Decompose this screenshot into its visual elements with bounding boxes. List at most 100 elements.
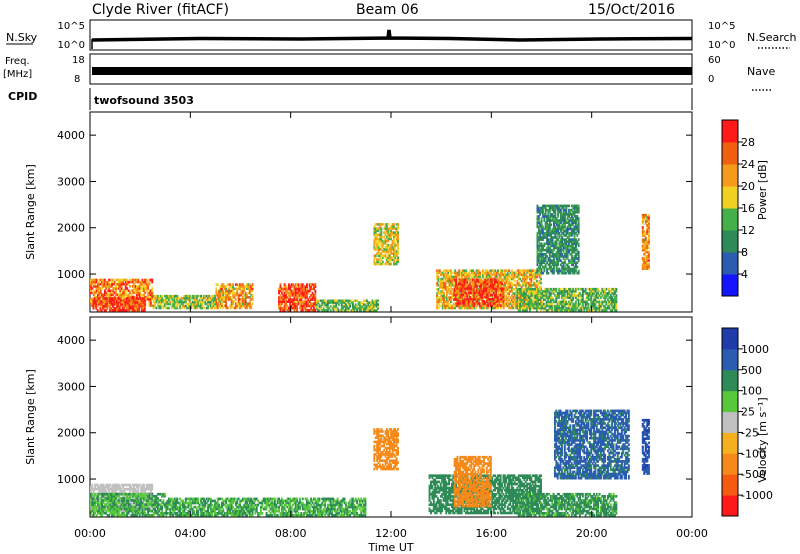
range-time-cell [236, 287, 239, 291]
range-time-cell [390, 246, 393, 249]
range-time-cell [279, 296, 282, 299]
range-time-cell [566, 225, 569, 229]
range-time-cell [576, 306, 579, 310]
range-time-cell [561, 242, 564, 246]
range-time-cell [529, 309, 531, 312]
range-time-cell [562, 298, 565, 301]
range-time-cell [557, 208, 559, 212]
range-time-cell [91, 278, 94, 282]
range-time-cell [279, 289, 282, 293]
range-time-cell [534, 286, 537, 289]
range-time-cell [483, 285, 485, 288]
range-time-cell [544, 225, 547, 229]
range-time-cell [440, 286, 443, 289]
range-time-cell [469, 295, 471, 299]
range-time-cell [570, 240, 573, 243]
range-time-cell [577, 259, 580, 262]
range-time-cell [304, 285, 307, 288]
range-time-cell [207, 300, 209, 304]
range-time-cell [647, 259, 650, 262]
range-time-cell [117, 496, 120, 500]
range-time-cell [530, 271, 533, 275]
range-time-cell [647, 242, 650, 246]
range-time-cell [516, 296, 519, 299]
range-time-cell [460, 297, 463, 301]
range-time-cell [573, 309, 576, 312]
range-time-cell [594, 302, 597, 306]
range-time-cell [436, 306, 439, 310]
range-time-cell [484, 287, 487, 290]
range-time-cell [194, 302, 197, 306]
range-time-cell [328, 307, 331, 310]
range-time-cell [519, 292, 522, 295]
range-time-cell [558, 234, 561, 237]
range-time-cell [243, 298, 246, 301]
range-time-cell [296, 291, 299, 295]
range-time-cell [561, 231, 564, 235]
range-time-cell [489, 293, 492, 297]
range-time-cell [537, 298, 540, 301]
range-time-cell [375, 299, 378, 302]
range-time-cell [561, 294, 563, 297]
range-time-cell [368, 305, 371, 308]
range-time-cell [538, 304, 541, 308]
range-time-cell [175, 294, 177, 298]
range-time-cell [328, 299, 331, 302]
range-time-cell [538, 287, 541, 291]
range-time-cell [570, 257, 573, 260]
range-time-cell [502, 285, 505, 288]
range-time-cell [538, 271, 541, 275]
range-time-cell [472, 271, 475, 275]
range-time-cell [533, 306, 535, 310]
range-time-cell [138, 307, 141, 310]
range-time-cell [101, 485, 103, 489]
range-time-cell [436, 277, 439, 281]
range-time-cell [459, 282, 462, 286]
range-time-cell [559, 290, 562, 293]
range-time-cell [388, 235, 391, 239]
range-time-cell [187, 298, 190, 302]
range-time-cell [544, 253, 547, 256]
range-time-cell [495, 289, 498, 292]
range-time-cell [457, 302, 460, 305]
range-time-cell [579, 306, 581, 310]
range-time-cell [243, 285, 246, 288]
range-time-cell [289, 291, 292, 295]
range-time-cell [546, 236, 548, 239]
range-time-cell [397, 243, 399, 247]
range-time-cell [522, 275, 524, 279]
range-time-cell [311, 302, 314, 306]
range-time-cell [483, 287, 485, 290]
range-time-cell [570, 242, 573, 246]
range-time-cell [384, 233, 387, 237]
range-time-cell [90, 505, 92, 508]
range-time-cell [90, 289, 92, 292]
range-time-cell [387, 246, 390, 249]
range-time-cell [470, 277, 473, 281]
range-time-cell [244, 298, 247, 301]
range-time-cell [215, 304, 218, 308]
freq-label: Freq. [5, 56, 30, 67]
range-time-cell [98, 282, 101, 286]
range-time-cell [555, 253, 558, 256]
range-time-cell [145, 280, 148, 284]
range-time-cell [573, 219, 576, 222]
range-time-cell [250, 287, 253, 291]
range-time-cell [230, 287, 233, 291]
range-time-cell [565, 306, 568, 310]
range-time-cell [540, 257, 543, 260]
range-time-cell [441, 271, 444, 275]
range-time-cell [457, 287, 460, 290]
range-time-cell [131, 289, 134, 292]
range-time-cell [550, 242, 553, 246]
range-time-cell [374, 301, 377, 304]
range-time-cell [143, 303, 146, 306]
range-time-cell [319, 299, 322, 302]
range-time-cell [487, 282, 490, 286]
range-time-cell [195, 296, 198, 300]
range-time-cell [551, 298, 554, 301]
range-time-cell [565, 302, 568, 306]
range-time-cell [522, 287, 524, 291]
range-time-cell [141, 307, 143, 310]
range-time-cell [237, 302, 240, 305]
